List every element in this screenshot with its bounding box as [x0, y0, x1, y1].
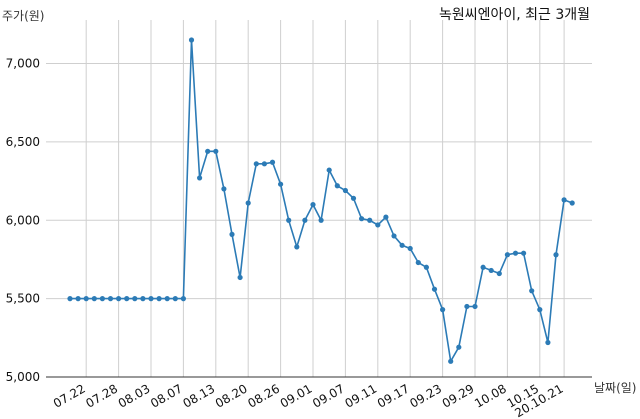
price-series-points — [67, 37, 575, 364]
x-tick-label: 09.07 — [310, 381, 347, 410]
data-point — [464, 303, 470, 310]
data-point — [545, 339, 551, 346]
data-point — [553, 252, 559, 258]
data-point — [148, 296, 154, 302]
data-point — [132, 296, 138, 302]
data-point — [407, 245, 413, 252]
x-axis-label: 날짜(일) — [594, 381, 636, 395]
data-point — [537, 307, 543, 313]
data-point — [504, 252, 510, 258]
price-series-line — [70, 39, 573, 364]
data-point — [237, 274, 243, 281]
data-point — [172, 296, 178, 302]
data-point — [253, 161, 259, 167]
data-point — [229, 231, 235, 237]
data-point — [350, 195, 357, 201]
data-point — [318, 217, 324, 223]
x-gridlines — [85, 20, 565, 377]
data-point — [326, 167, 332, 173]
data-point — [91, 296, 97, 302]
data-point — [440, 307, 446, 313]
x-tick-label: 09.23 — [407, 381, 444, 410]
data-point — [294, 244, 300, 250]
data-point — [124, 296, 130, 302]
y-tick-label: 6,000 — [6, 213, 40, 227]
data-point — [197, 175, 203, 181]
data-point — [399, 242, 405, 248]
data-point — [205, 148, 211, 154]
data-point — [521, 250, 527, 256]
x-tick-label: 08.26 — [245, 381, 282, 410]
data-point — [448, 358, 454, 364]
x-tick-label: 10.08 — [472, 381, 509, 410]
data-point — [75, 296, 81, 302]
x-tick-label: 08.20 — [213, 381, 250, 410]
y-tick-label: 7,000 — [6, 57, 40, 71]
data-point — [367, 217, 373, 223]
data-point — [480, 264, 486, 270]
x-tick-labels: 07.2207.2808.0308.0708.1308.2008.2609.01… — [51, 381, 566, 419]
data-point — [188, 37, 195, 43]
x-tick-label: 07.22 — [51, 381, 88, 410]
x-tick-label: 09.11 — [343, 381, 380, 410]
data-point — [302, 217, 308, 223]
data-point — [391, 233, 397, 239]
data-point — [107, 296, 114, 302]
data-point — [431, 286, 438, 292]
data-point — [488, 267, 494, 274]
y-tick-labels: 5,000 5,500 6,000 6,500 7,000 — [6, 57, 40, 384]
x-tick-label: 08.13 — [181, 381, 218, 410]
data-point — [561, 197, 567, 203]
data-point — [245, 200, 251, 206]
x-tick-label: 07.28 — [83, 381, 120, 410]
data-point — [140, 296, 146, 302]
x-tick-label: 09.01 — [278, 381, 315, 410]
data-point — [383, 214, 389, 220]
x-tick-label: 08.07 — [148, 381, 185, 410]
data-point — [512, 250, 519, 256]
y-tick-label: 5,500 — [6, 292, 40, 306]
data-point — [83, 296, 89, 302]
x-tick-label: 09.29 — [440, 381, 477, 410]
data-point — [496, 270, 502, 277]
data-point — [99, 296, 105, 302]
x-tick-label: 09.17 — [375, 381, 412, 410]
data-point — [529, 288, 535, 294]
data-point — [415, 259, 421, 266]
data-point — [213, 148, 219, 154]
chart-title: 녹원씨엔아이, 최근 3개월 — [439, 7, 590, 23]
data-point — [375, 222, 381, 228]
data-point — [456, 344, 462, 350]
y-tick-label: 5,000 — [6, 370, 40, 384]
data-point — [164, 296, 170, 302]
data-point — [67, 296, 73, 302]
data-point — [286, 217, 292, 223]
x-tick-label: 08.03 — [116, 381, 153, 410]
data-point — [359, 216, 365, 222]
data-point — [156, 296, 162, 302]
y-axis-label: 주가(원) — [2, 9, 44, 23]
data-point — [221, 186, 227, 192]
data-point — [116, 296, 122, 302]
data-point — [269, 159, 276, 165]
data-point — [423, 264, 429, 270]
y-tick-label: 6,500 — [6, 135, 40, 149]
data-point — [278, 181, 284, 187]
data-point — [334, 183, 340, 189]
data-point — [342, 187, 348, 194]
data-point — [180, 296, 186, 302]
data-point — [310, 201, 316, 208]
data-point — [261, 161, 267, 167]
data-point — [472, 303, 478, 310]
data-point — [569, 200, 575, 206]
